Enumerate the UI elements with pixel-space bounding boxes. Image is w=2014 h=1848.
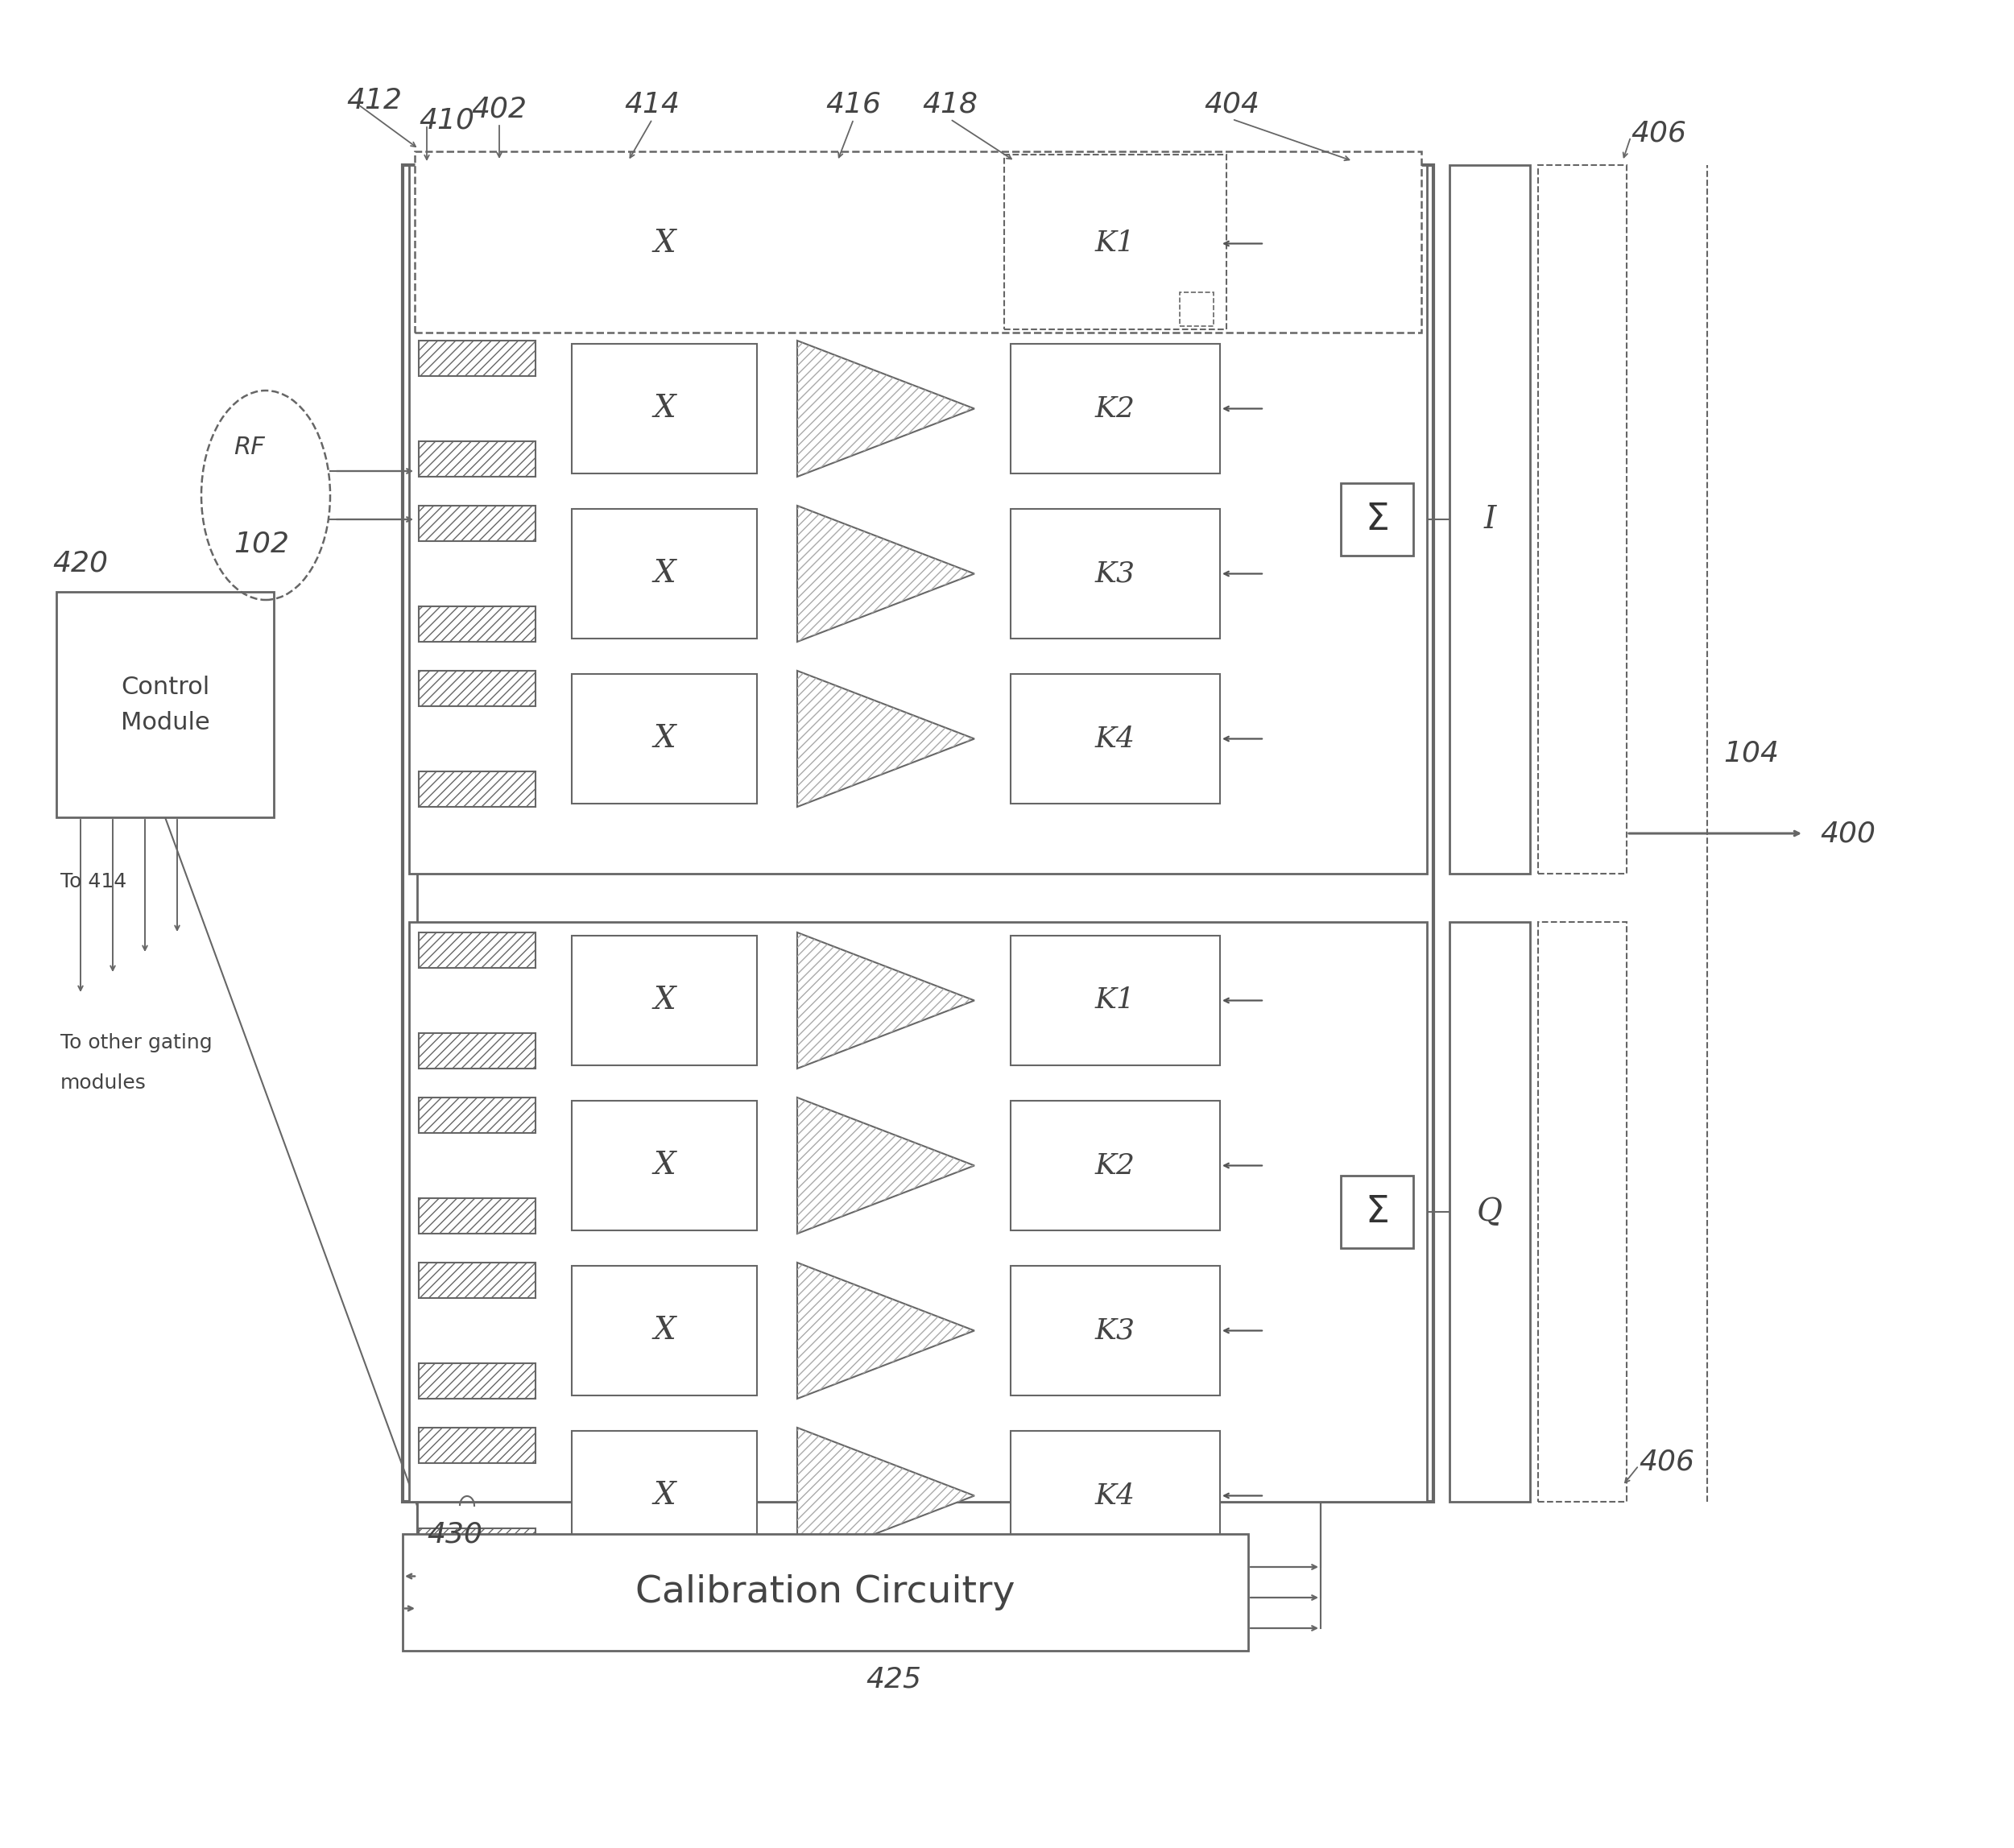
Text: Module: Module xyxy=(121,711,209,734)
Bar xyxy=(1539,164,1627,874)
Text: 400: 400 xyxy=(1821,821,1875,846)
Bar xyxy=(419,506,536,541)
Bar xyxy=(419,1262,536,1297)
Polygon shape xyxy=(798,176,975,312)
Text: K3: K3 xyxy=(1096,1318,1136,1343)
Text: 406: 406 xyxy=(1631,118,1686,146)
Bar xyxy=(1011,179,1220,309)
Bar xyxy=(1011,1101,1220,1231)
Bar xyxy=(572,675,757,804)
Text: 104: 104 xyxy=(1724,739,1778,767)
Text: X: X xyxy=(653,985,675,1015)
Bar xyxy=(1011,508,1220,639)
Text: 425: 425 xyxy=(866,1665,920,1693)
Text: 410: 410 xyxy=(419,107,475,135)
Text: RF: RF xyxy=(234,436,266,458)
Bar xyxy=(409,922,1428,1502)
Bar xyxy=(572,179,757,309)
Text: K1: K1 xyxy=(1096,229,1136,257)
Polygon shape xyxy=(798,1262,975,1399)
Bar xyxy=(403,1534,1249,1650)
Text: K1: K1 xyxy=(1096,987,1136,1015)
Text: K4: K4 xyxy=(1096,724,1136,752)
Bar xyxy=(419,176,536,211)
Bar xyxy=(572,935,757,1064)
Text: 102: 102 xyxy=(234,530,290,558)
Text: X: X xyxy=(653,558,675,590)
Text: Control: Control xyxy=(121,675,209,699)
Text: I: I xyxy=(1484,505,1496,534)
Bar xyxy=(419,275,536,312)
Bar xyxy=(1180,292,1214,325)
Text: Calibration Circuitry: Calibration Circuitry xyxy=(636,1574,1015,1610)
Bar xyxy=(572,1430,757,1560)
Bar xyxy=(1011,675,1220,804)
Bar xyxy=(419,1364,536,1399)
Text: To other gating: To other gating xyxy=(60,1033,211,1052)
Text: X: X xyxy=(653,229,675,259)
Text: X: X xyxy=(653,724,675,754)
Polygon shape xyxy=(798,933,975,1068)
Bar xyxy=(419,340,536,375)
Bar xyxy=(1011,344,1220,473)
Bar xyxy=(419,442,536,477)
Text: X: X xyxy=(653,1151,675,1181)
Bar xyxy=(419,771,536,808)
Text: Σ: Σ xyxy=(1365,501,1390,538)
Bar xyxy=(419,1033,536,1068)
Bar xyxy=(572,508,757,639)
Bar xyxy=(572,1266,757,1395)
Text: K2: K2 xyxy=(1096,395,1136,423)
Bar xyxy=(419,933,536,968)
Bar xyxy=(1341,1175,1414,1247)
Text: modules: modules xyxy=(60,1074,147,1092)
Text: 402: 402 xyxy=(471,94,528,122)
Bar xyxy=(409,164,1428,874)
Text: 430: 430 xyxy=(427,1521,483,1547)
Bar xyxy=(419,606,536,641)
Bar xyxy=(403,164,1434,1502)
Text: 418: 418 xyxy=(922,91,979,118)
Bar xyxy=(1011,935,1220,1064)
Bar xyxy=(1011,1266,1220,1395)
Bar xyxy=(419,671,536,706)
Bar xyxy=(1450,922,1531,1502)
Text: To 414: To 414 xyxy=(60,872,127,891)
Bar xyxy=(56,591,274,817)
Bar xyxy=(1341,482,1414,556)
Polygon shape xyxy=(798,340,975,477)
Text: 420: 420 xyxy=(52,551,109,577)
Text: K3: K3 xyxy=(1096,560,1136,588)
Bar xyxy=(415,152,1422,333)
Bar xyxy=(419,1429,536,1464)
Text: Σ: Σ xyxy=(1365,1194,1390,1231)
Text: K4: K4 xyxy=(1096,1482,1136,1510)
Text: X: X xyxy=(653,1316,675,1345)
Text: Q: Q xyxy=(1476,1198,1502,1227)
Bar xyxy=(1450,164,1531,874)
Polygon shape xyxy=(798,506,975,641)
Bar xyxy=(1539,922,1627,1502)
Bar xyxy=(419,1098,536,1133)
Text: 404: 404 xyxy=(1204,91,1261,118)
Bar xyxy=(572,344,757,473)
Bar xyxy=(419,1528,536,1563)
Polygon shape xyxy=(798,671,975,808)
Text: K2: K2 xyxy=(1096,1151,1136,1179)
Text: 416: 416 xyxy=(826,91,882,118)
Polygon shape xyxy=(798,1429,975,1563)
Text: 406: 406 xyxy=(1639,1447,1694,1475)
Polygon shape xyxy=(798,1098,975,1234)
Bar xyxy=(1011,1430,1220,1560)
Text: X: X xyxy=(653,394,675,423)
Bar xyxy=(1005,155,1227,329)
Text: 412: 412 xyxy=(346,87,403,115)
Bar xyxy=(572,1101,757,1231)
Text: 414: 414 xyxy=(624,91,681,118)
Text: X: X xyxy=(653,1480,675,1510)
Bar xyxy=(419,1198,536,1234)
